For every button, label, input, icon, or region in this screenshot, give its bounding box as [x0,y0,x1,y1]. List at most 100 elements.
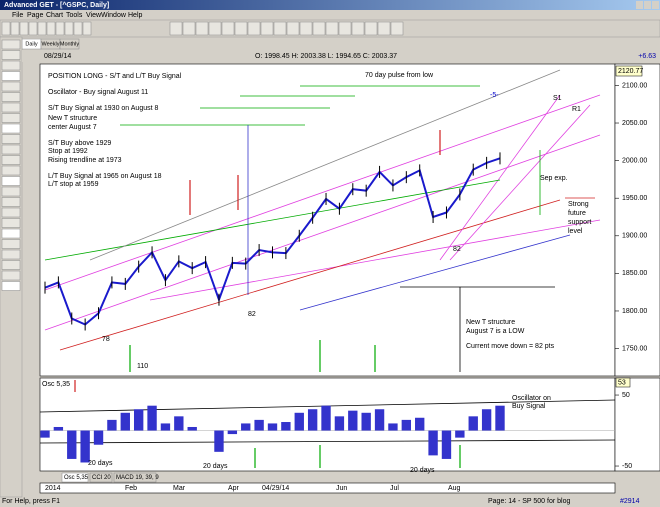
tool-button[interactable] [221,21,235,36]
title-bar [0,0,660,10]
tool-button[interactable] [364,21,378,36]
tool-button[interactable] [55,21,65,36]
left-tool[interactable] [1,186,21,197]
left-tool[interactable] [1,270,21,281]
left-tool[interactable] [1,60,21,71]
menu-item[interactable]: Tools [66,12,83,19]
left-tool[interactable] [1,281,21,291]
left-tool[interactable] [1,71,21,81]
tool-button[interactable] [312,21,326,36]
annotation: S/T Buy Signal at 1930 on August 8 [48,105,159,112]
annotation: Current move down = 82 pts [466,343,555,350]
annotation: Sep exp. [540,175,568,182]
minimize-button[interactable] [636,1,643,9]
tool-button[interactable] [286,21,300,36]
left-tool[interactable] [1,228,21,239]
tool-button[interactable] [182,21,196,36]
bottom-tab-label[interactable]: Osc 5,35 [64,475,89,481]
left-tool[interactable] [1,239,21,249]
maximize-button[interactable] [644,1,651,9]
tool-button[interactable] [37,21,47,36]
tool-button[interactable] [234,21,248,36]
bottom-tab-label[interactable]: MACD 19, 39, 9 [116,475,159,481]
left-tool[interactable] [1,165,21,176]
y-tick-label: 2050.00 [622,120,647,127]
date-label: 2014 [45,485,61,492]
tool-button[interactable] [82,21,92,36]
osc-tick-label: 50 [622,392,630,399]
tool-button[interactable] [1,21,11,36]
tab[interactable] [59,38,80,50]
left-tool[interactable] [1,249,21,260]
bottom-tab[interactable] [61,472,89,483]
left-tool[interactable] [1,144,21,155]
tool-button[interactable] [46,21,56,36]
left-tool[interactable] [1,218,21,228]
osc-bar [495,405,505,431]
menu-item[interactable]: Page [27,12,43,19]
tool-button[interactable] [73,21,83,36]
left-tool[interactable] [1,176,21,186]
left-tool[interactable] [1,102,21,113]
left-tool[interactable] [1,50,21,60]
tool-button[interactable] [299,21,313,36]
tool-button[interactable] [169,21,183,36]
annotation: 82 [248,311,256,318]
info-bar [22,50,660,62]
tool-button[interactable] [247,21,261,36]
menu-item[interactable]: Help [128,12,143,19]
tab-label[interactable]: Daily [25,41,37,47]
left-tool[interactable] [1,39,21,50]
signal-arrows [74,130,461,468]
bottom-tabs: Osc 5,35 CCI 20 MACD 19, 39, 9 [61,472,159,483]
left-tool[interactable] [1,155,21,165]
annotation: Rising trendline at 1973 [48,157,122,164]
left-tool[interactable] [1,92,21,102]
osc-bar [468,416,478,431]
tool-button[interactable] [273,21,287,36]
date-label: Apr [228,485,240,492]
tool-button[interactable] [351,21,365,36]
menu-item[interactable]: File [12,12,23,19]
osc-bar [481,409,492,431]
osc-annotation: Oscillator on [512,395,551,402]
tool-button[interactable] [338,21,352,36]
left-tool[interactable] [1,197,21,207]
osc-bar [227,430,238,435]
tool-button[interactable] [390,21,404,36]
left-tool[interactable] [1,134,21,144]
tool-button[interactable] [377,21,391,36]
osc-bar [334,416,345,431]
left-tool[interactable] [1,113,21,123]
left-tool[interactable] [1,260,21,270]
tool-button[interactable] [195,21,209,36]
tool-button[interactable] [260,21,274,36]
osc-bar [307,409,318,431]
menu-item[interactable]: Window [101,12,127,19]
left-tool[interactable] [1,123,21,134]
osc-bar [401,419,412,431]
menu-item[interactable]: View [86,12,102,19]
tab-label[interactable]: Monthly [60,41,80,47]
close-button[interactable] [652,1,659,9]
bottom-tab-label[interactable]: CCI 20 [92,475,111,481]
tool-button[interactable] [10,21,20,36]
osc-current: 53 [618,379,626,386]
bottom-tab[interactable] [113,472,157,483]
tool-button[interactable] [208,21,222,36]
left-tool[interactable] [1,207,21,218]
tab-label[interactable]: Weekly [42,41,60,47]
left-tool[interactable] [1,81,21,92]
tool-button[interactable] [64,21,74,36]
osc-bar [281,422,291,431]
osc-bar [133,409,144,431]
annotation: -5- [490,92,499,99]
tool-button[interactable] [19,21,29,36]
tool-button[interactable] [325,21,339,36]
osc-bar [241,423,251,431]
bottom-tab[interactable] [89,472,113,483]
menu-item[interactable]: Chart [46,12,63,19]
y-tick-label: 1800.00 [622,308,647,315]
tool-button[interactable] [28,21,38,36]
